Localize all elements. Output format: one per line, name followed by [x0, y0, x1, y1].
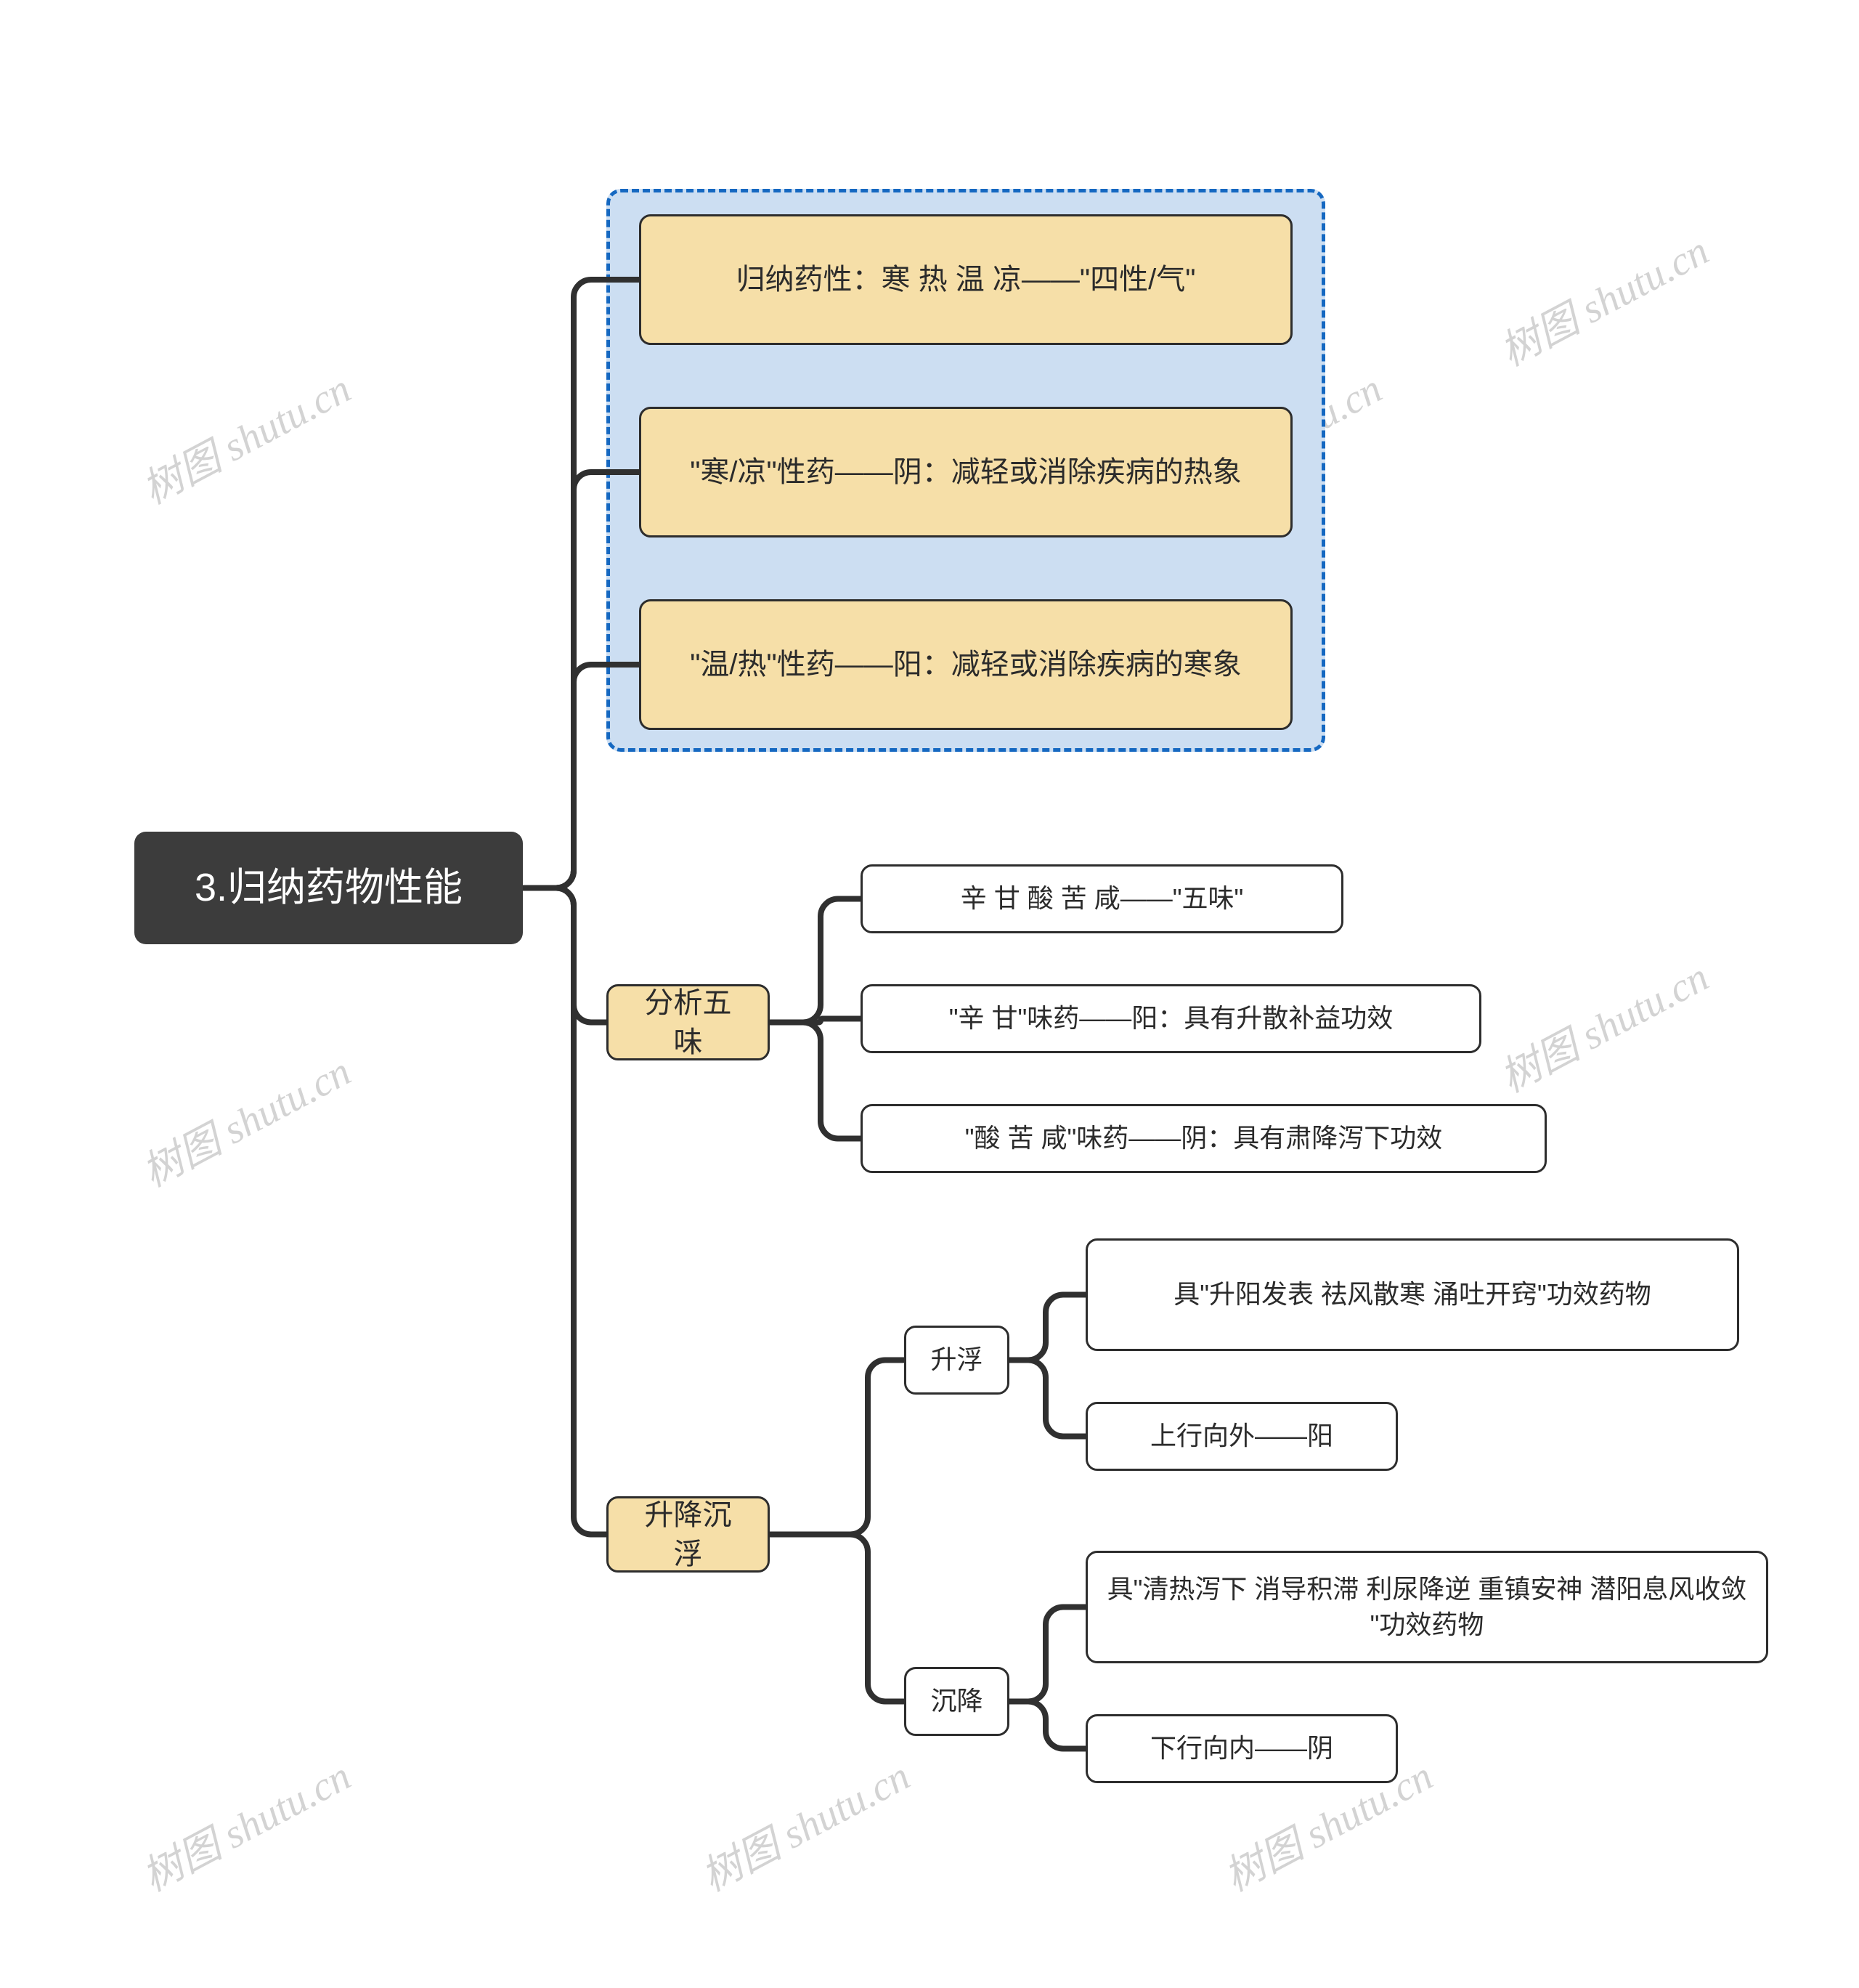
- mindmap-node: 下行向内——阴: [1086, 1714, 1398, 1783]
- watermark: 树图 shutu.cn: [130, 1744, 359, 1903]
- mindmap-node: "酸 苦 咸"味药——阴：具有肃降泻下功效: [861, 1104, 1547, 1173]
- mindmap-node: 3.归纳药物性能: [134, 832, 523, 944]
- connector: [770, 899, 861, 1023]
- stage: 树图 shutu.cn 树图 shutu.cn 树图 shutu.cn 树图 shut…: [0, 0, 1859, 1988]
- mindmap-node: 升浮: [904, 1326, 1009, 1395]
- mindmap-node: "辛 甘"味药——阳：具有升散补益功效: [861, 984, 1481, 1053]
- watermark: 树图 shutu.cn: [689, 1744, 918, 1903]
- mindmap-node: 具"升阳发表 祛风散寒 涌吐开窍"功效药物: [1086, 1238, 1739, 1351]
- mindmap-node: 具"清热泻下 消导积滞 利尿降逆 重镇安神 潜阳息风收敛 "功效药物: [1086, 1551, 1768, 1663]
- connector: [1009, 1702, 1086, 1749]
- mindmap-node: 升降沉浮: [606, 1496, 770, 1573]
- connector: [770, 1019, 861, 1023]
- connector: [523, 888, 606, 1535]
- mindmap-node: 分析五味: [606, 984, 770, 1060]
- connector: [770, 1023, 861, 1139]
- connector: [1009, 1360, 1086, 1437]
- mindmap-node: "寒/凉"性药——阴：减轻或消除疾病的热象: [639, 407, 1293, 537]
- watermark: 树图 shutu.cn: [1488, 219, 1717, 378]
- mindmap-node: "温/热"性药——阳：减轻或消除疾病的寒象: [639, 599, 1293, 730]
- mindmap-node: 辛 甘 酸 苦 咸——"五味": [861, 864, 1343, 933]
- connector: [1009, 1295, 1086, 1360]
- connector: [770, 1360, 904, 1535]
- connector: [1009, 1607, 1086, 1702]
- connector: [523, 888, 606, 1023]
- watermark: 树图 shutu.cn: [130, 1039, 359, 1198]
- watermark: 树图 shutu.cn: [1488, 945, 1717, 1104]
- connector: [770, 1535, 904, 1702]
- mindmap-node: 归纳药性：寒 热 温 凉——"四性/气": [639, 214, 1293, 345]
- mindmap-node: 上行向外——阳: [1086, 1402, 1398, 1471]
- watermark: 树图 shutu.cn: [130, 357, 359, 516]
- mindmap-node: 沉降: [904, 1667, 1009, 1736]
